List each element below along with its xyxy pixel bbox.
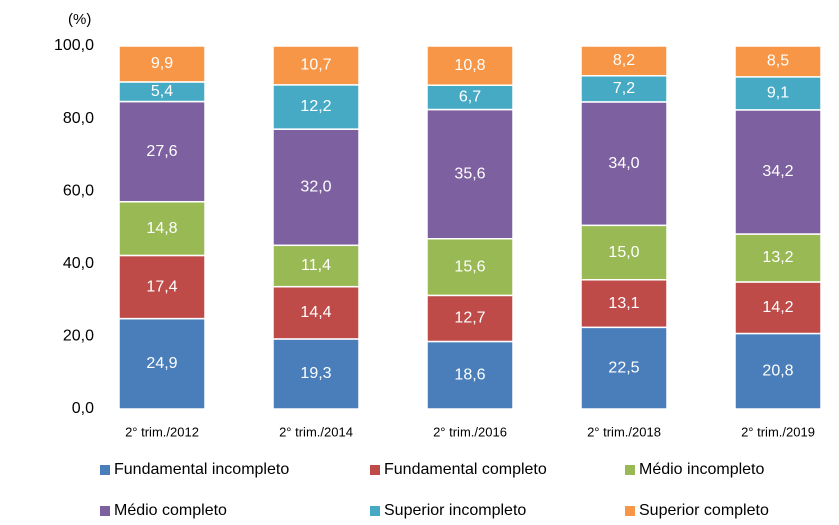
- value-label: 12,2: [300, 98, 331, 115]
- value-label: 11,4: [301, 257, 331, 274]
- value-label: 24,9: [146, 355, 177, 372]
- legend-label: Médio incompleto: [639, 461, 765, 478]
- value-label: 14,8: [146, 220, 177, 237]
- value-label: 6,7: [459, 89, 481, 106]
- legend-label: Superior incompleto: [384, 502, 526, 519]
- legend-swatch: [625, 506, 635, 516]
- value-label: 12,7: [454, 310, 485, 327]
- value-label: 8,2: [613, 52, 635, 69]
- bar-segment: [734, 45, 822, 78]
- value-label: 13,1: [608, 295, 639, 312]
- legend-swatch: [100, 506, 110, 516]
- bar-segment: [118, 254, 206, 320]
- value-label: 18,6: [454, 366, 485, 383]
- bar-segment: [734, 233, 822, 283]
- value-label: 34,0: [608, 155, 639, 172]
- legend-swatch: [625, 465, 635, 475]
- bar-segment: [118, 45, 206, 83]
- value-label: 15,6: [454, 258, 485, 275]
- value-label: 5,4: [151, 83, 173, 100]
- bar-segment: [734, 76, 822, 111]
- bar-segment: [426, 108, 514, 240]
- legend-label: Fundamental completo: [384, 461, 547, 478]
- legend-label: Fundamental incompleto: [114, 461, 289, 478]
- bar-segment: [426, 45, 514, 86]
- bar-segment: [426, 84, 514, 111]
- bar-segment: [426, 340, 514, 410]
- bar-segment: [272, 338, 360, 410]
- x-tick-label: 2° trim./2014: [279, 424, 353, 439]
- bar-segment: [118, 317, 206, 410]
- legend-label: Superior completo: [639, 502, 769, 519]
- y-tick-label: 100,0: [54, 37, 94, 54]
- legend-label: Médio completo: [114, 502, 227, 519]
- bar-segment: [272, 128, 360, 247]
- legend-swatch: [370, 465, 380, 475]
- value-label: 14,2: [762, 299, 793, 316]
- value-label: 14,4: [300, 304, 331, 321]
- y-axis-label: (%): [68, 11, 91, 28]
- value-label: 10,8: [454, 57, 485, 74]
- bar-segment: [580, 279, 668, 329]
- value-label: 8,5: [767, 53, 789, 70]
- value-label: 34,2: [762, 163, 793, 180]
- bar-segment: [580, 326, 668, 410]
- x-tick-label: 2° trim./2016: [433, 424, 507, 439]
- bar-segment: [580, 224, 668, 281]
- value-label: 9,9: [151, 55, 173, 72]
- value-label: 10,7: [300, 57, 331, 74]
- value-label: 9,1: [767, 85, 789, 102]
- value-label: 22,5: [608, 359, 639, 376]
- bar-segment: [580, 75, 668, 103]
- value-label: 7,2: [613, 80, 635, 97]
- value-label: 15,0: [608, 244, 639, 261]
- x-tick-label: 2° trim./2012: [125, 424, 199, 439]
- bar-segment: [426, 294, 514, 343]
- value-label: 35,6: [454, 165, 485, 182]
- bar-segment: [272, 45, 360, 86]
- y-tick-label: 80,0: [63, 110, 94, 127]
- value-label: 27,6: [146, 143, 177, 160]
- bar-segment: [580, 45, 668, 77]
- value-label: 20,8: [762, 362, 793, 379]
- legend-swatch: [100, 465, 110, 475]
- y-tick-label: 40,0: [63, 255, 94, 272]
- y-tick-label: 20,0: [63, 328, 94, 345]
- y-tick-label: 0,0: [72, 400, 94, 417]
- value-label: 17,4: [146, 278, 177, 295]
- x-tick-label: 2° trim./2018: [587, 424, 661, 439]
- value-label: 32,0: [300, 178, 331, 195]
- bar-segment: [272, 244, 360, 288]
- y-tick-label: 60,0: [63, 182, 94, 199]
- bar-segment: [272, 285, 360, 340]
- legend-swatch: [370, 506, 380, 516]
- bar-segment: [118, 100, 206, 203]
- bar-segment: [734, 332, 822, 410]
- value-label: 19,3: [300, 365, 331, 382]
- value-label: 13,2: [762, 249, 793, 266]
- x-tick-label: 2° trim./2019: [741, 424, 815, 439]
